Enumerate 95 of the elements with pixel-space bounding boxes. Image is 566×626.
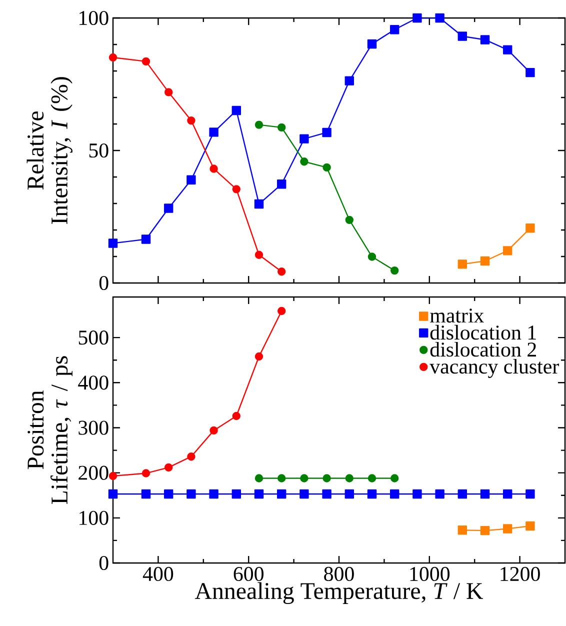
point: [232, 412, 240, 420]
point: [458, 525, 467, 535]
point: [368, 474, 376, 482]
legend-label: vacancy cluster: [430, 358, 559, 378]
point: [503, 246, 512, 256]
point: [108, 53, 118, 62]
point: [435, 489, 444, 499]
point: [322, 489, 332, 499]
x-tick-label: 400: [142, 566, 174, 582]
y-tick-label: 200: [78, 466, 108, 480]
y-tick-label: 500: [78, 330, 108, 345]
y-tick-label: 100: [80, 10, 108, 26]
point: [232, 106, 241, 116]
x-tick-label: 600: [234, 566, 264, 582]
point: [480, 35, 490, 44]
point: [322, 128, 332, 138]
point: [187, 116, 196, 125]
point: [141, 489, 151, 499]
point: [278, 306, 286, 316]
point: [345, 216, 354, 224]
point: [254, 199, 264, 209]
legend-label: dislocation 1: [430, 324, 536, 340]
point: [344, 489, 354, 499]
point: [278, 123, 286, 132]
point: [322, 163, 331, 172]
point: [254, 250, 264, 260]
point: [232, 489, 241, 499]
point: [164, 88, 173, 96]
y-tick-label: 0: [99, 556, 108, 570]
y-tick-label: 50: [89, 143, 108, 158]
point: [254, 352, 264, 361]
point: [390, 474, 399, 482]
point: [254, 120, 264, 129]
point: [480, 526, 490, 536]
point: [164, 489, 174, 499]
point: [367, 39, 377, 49]
point: [108, 238, 118, 248]
point: [503, 45, 512, 54]
legend-label: matrix: [430, 308, 484, 323]
point: [300, 489, 309, 499]
point: [526, 68, 535, 78]
point: [368, 252, 376, 261]
point: [390, 25, 400, 34]
point: [390, 266, 399, 275]
point: [300, 158, 308, 166]
point: [142, 57, 150, 66]
point: [232, 185, 240, 194]
point: [458, 32, 467, 41]
point: [458, 489, 467, 499]
point: [209, 128, 218, 137]
point: [458, 260, 467, 269]
point: [526, 489, 535, 499]
point: [503, 489, 512, 499]
point: [278, 474, 286, 482]
point: [344, 76, 354, 86]
point: [186, 489, 196, 499]
point: [186, 175, 196, 185]
point: [367, 489, 377, 499]
x-tick-label: 800: [324, 566, 354, 582]
point: [526, 224, 535, 233]
point: [164, 463, 173, 472]
point: [300, 474, 308, 482]
x-axis-title: Annealing Temperature, T / K: [194, 582, 484, 604]
point: [254, 474, 264, 482]
y-tick-label: 100: [80, 510, 108, 525]
point: [254, 489, 264, 499]
point: [278, 268, 286, 276]
point: [164, 204, 174, 213]
point: [480, 489, 490, 499]
point: [526, 521, 535, 531]
point: [141, 234, 151, 244]
point: [277, 489, 286, 499]
x-tick-label: 1200: [500, 566, 540, 582]
point: [503, 524, 512, 534]
point: [300, 134, 309, 144]
point: [345, 474, 354, 482]
point: [209, 489, 218, 499]
x-tick-label: 1000: [410, 566, 450, 582]
point: [210, 426, 218, 435]
point: [142, 469, 150, 478]
point: [390, 489, 400, 499]
point: [108, 489, 118, 499]
y-tick-label: 300: [78, 420, 108, 435]
point: [412, 489, 422, 499]
point: [322, 474, 331, 482]
point: [412, 13, 422, 23]
y-tick-label: 0: [99, 276, 108, 290]
point: [187, 452, 196, 461]
point: [435, 13, 444, 23]
point: [210, 164, 218, 173]
point: [480, 256, 490, 266]
point: [277, 180, 286, 189]
legend-label: dislocation 2: [430, 342, 536, 357]
point: [108, 472, 118, 480]
y-tick-label: 400: [78, 376, 108, 390]
